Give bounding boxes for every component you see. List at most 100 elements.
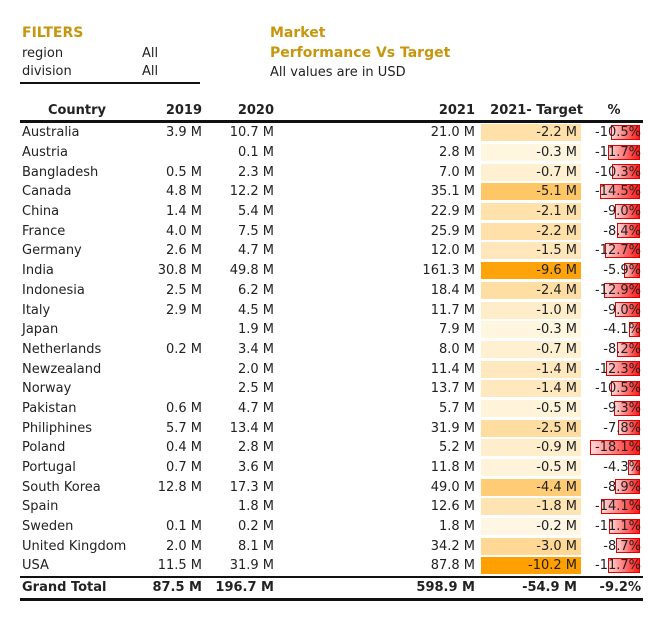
target-cell: -10.2 M	[477, 556, 585, 577]
table-row: South Korea 12.8 M 17.3 M 49.0 M -4.4 M -8.9%	[20, 477, 643, 497]
value-cell: 0.6 M	[165, 400, 202, 416]
percent-value: -10.5%	[595, 381, 641, 397]
target-cell: -1.4 M	[477, 379, 585, 399]
value-cell: 31.9 M	[229, 558, 274, 574]
percent-cell: -12.3%	[585, 359, 643, 379]
value-cell: 5.2 M	[438, 440, 475, 456]
column-header[interactable]: 2020	[204, 100, 276, 123]
column-header[interactable]: %	[585, 100, 643, 123]
percent-value: -12.3%	[595, 361, 641, 377]
percent-cell: -9.0%	[585, 300, 643, 320]
percent-cell: -12.7%	[585, 241, 643, 261]
column-header[interactable]: Country	[20, 100, 134, 123]
percent-cell: -8.4%	[585, 221, 643, 241]
value-cell: 11.5 M	[157, 558, 202, 574]
value-cell: 12.0 M	[430, 243, 475, 259]
percent-value: -9.0%	[603, 302, 641, 318]
percent-value: -14.1%	[595, 499, 641, 515]
target-value: -0.9 M	[481, 439, 581, 457]
value-cell: 12.2 M	[229, 184, 274, 200]
table-row: Japan 1.9 M 7.9 M -0.3 M -4.1%	[20, 320, 643, 340]
value-cell: 49.0 M	[430, 479, 475, 495]
filter-region-value[interactable]: All	[142, 46, 159, 61]
target-cell: -5.1 M	[477, 182, 585, 202]
table-row: Germany 2.6 M 4.7 M 12.0 M -1.5 M -12.7%	[20, 241, 643, 261]
value-cell: 2.8 M	[438, 145, 475, 161]
performance-table: Country 2019 2020 2021 2021- Target% Austral…	[20, 100, 643, 601]
value-cell: 3.9 M	[165, 125, 202, 141]
percent-cell: -11.1%	[585, 517, 643, 537]
value-cell: 2.0 M	[165, 538, 202, 554]
percent-data-bar	[607, 144, 640, 160]
value-cell: 0.7 M	[165, 460, 202, 476]
country-name: United Kingdom	[22, 538, 127, 554]
value-cell: 2.6 M	[165, 243, 202, 259]
country-name: India	[22, 263, 54, 279]
total-cell: Grand Total	[20, 575, 134, 601]
target-cell: -0.3 M	[477, 143, 585, 163]
target-cell: -0.2 M	[477, 517, 585, 537]
percent-data-bar	[611, 125, 640, 140]
percent-value: -9.0%	[603, 204, 641, 220]
table-row: China 1.4 M 5.4 M 22.9 M -2.1 M -9.0%	[20, 202, 643, 222]
filter-region-label: region	[22, 46, 64, 61]
percent-value: -5.9%	[603, 263, 641, 279]
value-cell: 1.9 M	[237, 322, 274, 338]
target-value: -1.4 M	[481, 380, 581, 398]
value-cell: 17.3 M	[229, 479, 274, 495]
target-value: -0.5 M	[481, 399, 581, 417]
value-cell: 0.5 M	[165, 164, 202, 180]
table-row: Norway 2.5 M 13.7 M -1.4 M -10.5%	[20, 379, 643, 399]
percent-cell: -10.3%	[585, 162, 643, 182]
percent-cell: -9.0%	[585, 202, 643, 222]
value-cell: 1.8 M	[237, 499, 274, 515]
country-name: Sweden	[22, 519, 74, 535]
country-name: Italy	[22, 302, 51, 318]
table-row: Newzealand 2.0 M 11.4 M -1.4 M -12.3%	[20, 359, 643, 379]
country-name: Pakistan	[22, 400, 77, 416]
value-cell: 49.8 M	[229, 263, 274, 279]
percent-data-bar	[599, 184, 640, 200]
percent-data-bar	[604, 243, 640, 259]
total-cell: 598.9 M	[276, 575, 477, 601]
value-cell: 25.9 M	[430, 223, 475, 239]
value-cell	[134, 320, 204, 340]
value-cell	[134, 379, 204, 399]
percent-data-bar	[607, 558, 640, 574]
value-cell: 13.4 M	[229, 420, 274, 436]
country-name: Spain	[22, 499, 59, 515]
table-row: Netherlands 0.2 M 3.4 M 8.0 M -0.7 M -8.2%	[20, 340, 643, 360]
target-cell: -2.2 M	[477, 122, 585, 143]
country-name: Austria	[22, 145, 68, 161]
table-row: United Kingdom 2.0 M 8.1 M 34.2 M -3.0 M -8.7…	[20, 536, 643, 556]
percent-data-bar	[623, 262, 640, 278]
value-cell: 3.6 M	[237, 460, 274, 476]
column-header[interactable]: 2021	[276, 100, 477, 123]
percent-value: -7.8%	[603, 420, 641, 436]
target-cell: -0.7 M	[477, 162, 585, 182]
value-cell: 0.1 M	[165, 519, 202, 535]
value-cell: 7.9 M	[438, 322, 475, 338]
percent-data-bar	[611, 380, 640, 396]
column-header[interactable]: 2021- Target	[477, 100, 585, 123]
percent-data-bar	[590, 440, 640, 455]
value-cell: 18.4 M	[430, 282, 475, 298]
percent-data-bar	[618, 420, 640, 436]
filter-division-value[interactable]: All	[142, 64, 159, 79]
value-cell: 31.9 M	[430, 420, 475, 436]
percent-value: -8.7%	[603, 538, 641, 554]
value-cell: 11.8 M	[430, 460, 475, 476]
target-value: -2.4 M	[481, 281, 581, 299]
value-cell: 7.5 M	[237, 223, 274, 239]
target-value: -1.5 M	[481, 242, 581, 260]
table-row: Portugal 0.7 M 3.6 M 11.8 M -0.5 M -4.3%	[20, 458, 643, 478]
country-name: Philiphines	[22, 420, 93, 436]
percent-data-bar	[615, 203, 640, 219]
target-cell: -9.6 M	[477, 261, 585, 281]
value-cell: 2.3 M	[237, 164, 274, 180]
value-cell: 8.1 M	[237, 538, 274, 554]
column-header[interactable]: 2019	[134, 100, 204, 123]
percent-value: -12.9%	[595, 282, 641, 298]
target-cell: -1.0 M	[477, 300, 585, 320]
target-value: -2.1 M	[481, 203, 581, 221]
